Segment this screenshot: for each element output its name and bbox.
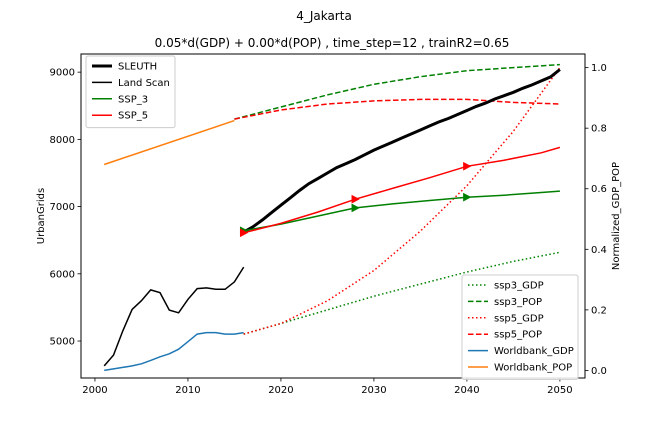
y2-axis-label: Normalized_GDP_POP bbox=[611, 162, 622, 270]
y-tick-label-7000: 7000 bbox=[50, 202, 75, 213]
series-line-worldbank-pop bbox=[103, 119, 235, 166]
series-line-ssp-5 bbox=[243, 146, 561, 234]
legend-label-ssp3-gdp: ssp3_GDP bbox=[494, 281, 544, 292]
x-tick-label-2040: 2040 bbox=[454, 385, 479, 396]
legend-label-ssp5-pop: ssp5_POP bbox=[494, 330, 542, 341]
marker-ssp-3-2040 bbox=[463, 192, 472, 202]
series-line-ssp5-gdp bbox=[243, 67, 561, 335]
legend-label-ssp-3: SSP_3 bbox=[118, 94, 148, 105]
series-line-ssp3-pop bbox=[234, 63, 560, 120]
x-tick-label-2000: 2000 bbox=[82, 385, 107, 396]
x-tick-label-2010: 2010 bbox=[175, 385, 200, 396]
legend-label-ssp3-pop: ssp3_POP bbox=[494, 297, 542, 308]
legend-right: ssp3_GDP ssp3_POP ssp5_GDP ssp5_POP Worldban… bbox=[461, 274, 579, 380]
marker-ssp-5-2028 bbox=[351, 194, 360, 204]
legend-left: SLEUTH Land Scan SSP_3 SSP_5 bbox=[85, 55, 176, 129]
y2-tick-label-0.6: 0.6 bbox=[591, 184, 607, 195]
x-tick-label-2030: 2030 bbox=[361, 385, 386, 396]
legend-right-box bbox=[461, 274, 579, 380]
y-axis-label: UrbanGrids bbox=[36, 188, 47, 244]
y-tick-label-6000: 6000 bbox=[50, 269, 75, 280]
y2-tick-label-1.0: 1.0 bbox=[591, 63, 607, 74]
series-line-land-scan bbox=[103, 266, 245, 367]
axes-frame bbox=[80, 53, 586, 379]
y2-tick-label-0.8: 0.8 bbox=[591, 124, 607, 135]
suptitle: 4_Jakarta bbox=[296, 9, 352, 23]
marker-ssp-5-2040 bbox=[463, 161, 472, 171]
legend-label-sleuth: SLEUTH bbox=[118, 62, 157, 73]
series-line-ssp5-pop bbox=[234, 98, 560, 120]
y2-tick-label-0.0: 0.0 bbox=[591, 366, 607, 377]
x-tick-label-2050: 2050 bbox=[547, 385, 572, 396]
legend-left-box bbox=[85, 55, 176, 129]
y-tick-label-8000: 8000 bbox=[50, 135, 75, 146]
marker-ssp-3-2028 bbox=[351, 203, 360, 213]
legend-label-ssp5-gdp: ssp5_GDP bbox=[494, 313, 544, 324]
y2-tick-label-0.2: 0.2 bbox=[591, 305, 607, 316]
plot-area bbox=[103, 63, 561, 372]
legend-label-worldbank-gdp: Worldbank_GDP bbox=[494, 346, 574, 357]
marker-ssp-5-2016 bbox=[239, 228, 249, 238]
legend-label-ssp-5: SSP_5 bbox=[118, 111, 148, 122]
y2-tick-label-0.4: 0.4 bbox=[591, 245, 607, 256]
legend-label-worldbank-pop: Worldbank_POP bbox=[494, 363, 572, 374]
tick-group: 2000 2010 2020 2030 2040 2050 5000 6000 7000 8000… bbox=[50, 63, 607, 396]
legend-label-land-scan: Land Scan bbox=[118, 78, 170, 89]
x-tick-label-2020: 2020 bbox=[268, 385, 293, 396]
series-line-worldbank-gdp bbox=[104, 331, 244, 372]
chart-title: 0.05*d(GDP) + 0.00*d(POP) , time_step=12… bbox=[155, 36, 510, 50]
series-line-ssp-3 bbox=[243, 190, 560, 232]
y-tick-label-5000: 5000 bbox=[50, 337, 75, 348]
y-tick-label-9000: 9000 bbox=[50, 68, 75, 79]
series-line-sleuth bbox=[242, 68, 561, 234]
